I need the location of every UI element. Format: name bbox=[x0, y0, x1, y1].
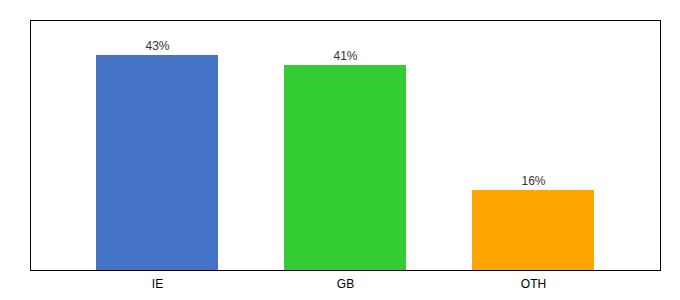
svg-text:OTH: OTH bbox=[521, 277, 546, 291]
svg-text:IE: IE bbox=[152, 277, 163, 291]
svg-text:41%: 41% bbox=[333, 49, 357, 63]
svg-text:43%: 43% bbox=[145, 39, 169, 53]
svg-text:GB: GB bbox=[337, 277, 354, 291]
svg-text:16%: 16% bbox=[521, 174, 545, 188]
